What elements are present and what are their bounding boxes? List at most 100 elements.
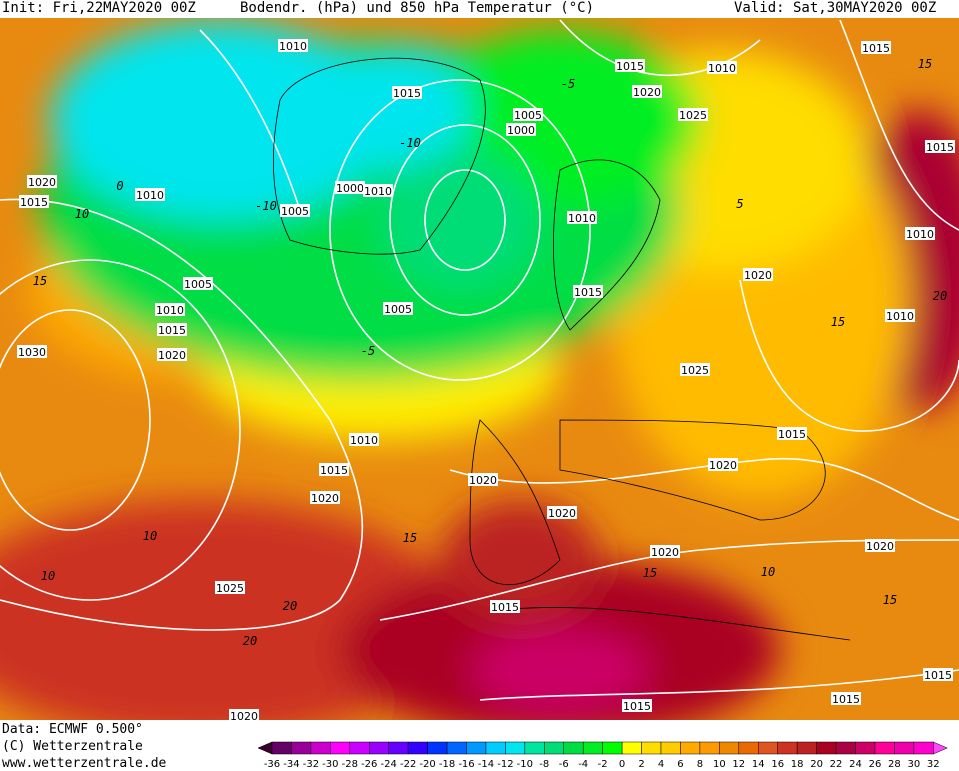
colorbar-swatch [388, 741, 409, 755]
svg-text:1015: 1015 [20, 196, 48, 209]
colorbar-swatch [310, 741, 331, 755]
copyright: (C) Wetterzentrale [2, 739, 143, 754]
isobar-label: 1020 [632, 85, 662, 99]
colorbar-swatch [660, 741, 681, 755]
colorbar-low-arrow [257, 741, 273, 755]
svg-text:1010: 1010 [364, 185, 392, 198]
colorbar-label: 0 [619, 759, 625, 770]
colorbar-label: -12 [497, 759, 513, 770]
svg-text:1010: 1010 [708, 62, 736, 75]
temperature-label: 15 [403, 531, 417, 545]
svg-text:1005: 1005 [184, 278, 212, 291]
colorbar-high-arrow [933, 741, 948, 755]
colorbar-label: -14 [478, 759, 494, 770]
isobar-label: 1010 [278, 39, 308, 53]
svg-text:1015: 1015 [574, 286, 602, 299]
isobar-label: 1015 [615, 59, 645, 73]
colorbar-label: -26 [361, 759, 377, 770]
isobar-label: 1010 [567, 211, 597, 225]
svg-text:1020: 1020 [469, 474, 497, 487]
colorbar-label: -8 [539, 759, 549, 770]
svg-text:1015: 1015 [616, 60, 644, 73]
svg-text:1030: 1030 [18, 346, 46, 359]
colorbar-label: 32 [927, 759, 940, 770]
data-source: Data: ECMWF 0.500° [2, 722, 143, 737]
isobar-label: 1030 [17, 345, 47, 359]
colorbar-swatch [699, 741, 720, 755]
colorbar-label: -6 [559, 759, 569, 770]
colorbar-label: 6 [677, 759, 683, 770]
svg-text:1020: 1020 [158, 349, 186, 362]
svg-text:1015: 1015 [158, 324, 186, 337]
valid-time: Valid: Sat,30MAY2020 00Z [734, 0, 937, 16]
svg-text:1010: 1010 [136, 189, 164, 202]
colorbar-swatch [777, 741, 798, 755]
svg-text:1020: 1020 [548, 507, 576, 520]
colorbar-swatch [796, 741, 817, 755]
colorbar-label: 2 [638, 759, 644, 770]
colorbar-label: 18 [791, 759, 804, 770]
temperature-shading [0, 20, 959, 720]
colorbar-label: 30 [907, 759, 920, 770]
temperature-label: -10 [255, 199, 277, 213]
svg-text:1010: 1010 [156, 304, 184, 317]
colorbar-label: -24 [381, 759, 397, 770]
isobar-label: 1010 [349, 433, 379, 447]
colorbar-swatch [874, 741, 895, 755]
svg-text:1010: 1010 [350, 434, 378, 447]
temperature-label: 20 [243, 634, 257, 648]
svg-text:1015: 1015 [491, 601, 519, 614]
temperature-label: -10 [399, 136, 421, 150]
isobar-label: 1015 [319, 463, 349, 477]
colorbar-swatch [271, 741, 292, 755]
isobar-label: 1020 [468, 473, 498, 487]
isobar-label: 1020 [650, 545, 680, 559]
colorbar-label: 28 [888, 759, 901, 770]
svg-text:1025: 1025 [679, 109, 707, 122]
isobar-label: 1025 [680, 363, 710, 377]
colorbar-swatch [446, 741, 467, 755]
colorbar-swatch [913, 741, 934, 755]
isobar-label: 1005 [280, 204, 310, 218]
colorbar-swatch [582, 741, 603, 755]
svg-text:1020: 1020 [709, 459, 737, 472]
isobar-label: 1015 [861, 41, 891, 55]
map-title: Bodendr. (hPa) und 850 hPa Temperatur (°… [240, 0, 595, 16]
svg-text:1010: 1010 [886, 310, 914, 323]
isobar-label: 1025 [678, 108, 708, 122]
colorbar-swatch [835, 741, 856, 755]
isobar-label: 1010 [885, 309, 915, 323]
isobar-label: 1015 [19, 195, 49, 209]
svg-text:1015: 1015 [778, 428, 806, 441]
temperature-label: -5 [361, 344, 375, 358]
colorbar-swatch [855, 741, 876, 755]
temperature-label: 10 [761, 565, 775, 579]
colorbar-swatch [407, 741, 428, 755]
svg-text:1010: 1010 [568, 212, 596, 225]
svg-text:1020: 1020 [311, 492, 339, 505]
colorbar-swatch [485, 741, 506, 755]
isobar-label: 1010 [155, 303, 185, 317]
temperature-colorbar: -36 -34 -32 -30 -28 -26 -24 -22 -20 -18 -16 -14 -12-… [257, 741, 948, 770]
isobar-label: 1015 [157, 323, 187, 337]
colorbar-swatch [719, 741, 740, 755]
svg-text:1015: 1015 [623, 700, 651, 713]
colorbar-label: 14 [752, 759, 765, 770]
isobar-label: 1015 [573, 285, 603, 299]
colorbar-label: -32 [303, 759, 319, 770]
isobar-label: 1015 [392, 86, 422, 100]
colorbar-label: 12 [732, 759, 745, 770]
colorbar-label: -20 [419, 759, 435, 770]
colorbar-label: -2 [598, 759, 608, 770]
isobar-label: 1020 [865, 539, 895, 553]
svg-text:1015: 1015 [926, 141, 954, 154]
isobar-label: 1020 [743, 268, 773, 282]
svg-text:1020: 1020 [633, 86, 661, 99]
colorbar-label: 26 [869, 759, 882, 770]
temperature-label: 5 [736, 197, 743, 211]
colorbar-label: 20 [810, 759, 823, 770]
temperature-label: 10 [143, 529, 157, 543]
colorbar-label: 4 [658, 759, 664, 770]
colorbar-label: -16 [458, 759, 474, 770]
temperature-label: 0 [116, 179, 123, 193]
